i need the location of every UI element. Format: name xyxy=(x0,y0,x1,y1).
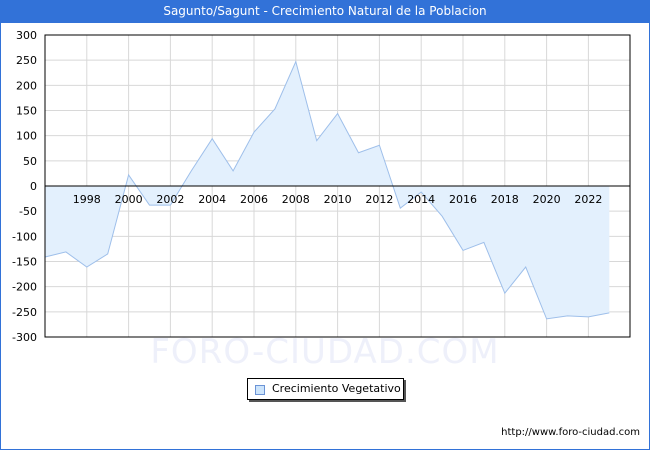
chart-title: Sagunto/Sagunt - Crecimiento Natural de … xyxy=(0,0,650,23)
x-tick-label: 2014 xyxy=(407,193,435,206)
y-tick-label: 50 xyxy=(23,155,37,168)
x-tick-label: 2000 xyxy=(115,193,143,206)
y-tick-label: 150 xyxy=(16,105,37,118)
x-tick-label: 2010 xyxy=(324,193,352,206)
legend-swatch-icon xyxy=(255,385,265,395)
x-tick-label: 2012 xyxy=(365,193,393,206)
x-tick-label: 2022 xyxy=(574,193,602,206)
area-series-crecimiento-vegetativo xyxy=(45,61,610,319)
x-tick-label: 2008 xyxy=(282,193,310,206)
x-tick-label: 2020 xyxy=(533,193,561,206)
y-tick-label: 200 xyxy=(16,79,37,92)
line-series-crecimiento-vegetativo xyxy=(44,60,610,320)
watermark: FORO-CIUDAD.COM xyxy=(150,332,500,372)
y-tick-label: 250 xyxy=(16,54,37,67)
x-tick-label: 2016 xyxy=(449,193,477,206)
x-tick-label: 2006 xyxy=(240,193,268,206)
y-tick-label: 100 xyxy=(16,130,37,143)
y-tick-label: 0 xyxy=(30,180,37,193)
y-axis-ticks: 300 250 200 150 100 50 0 -50 -100 -150 -200 -250 -30… xyxy=(12,29,37,344)
source-link[interactable]: http://www.foro-ciudad.com xyxy=(501,427,640,438)
x-tick-label: 2002 xyxy=(156,193,184,206)
y-tick-label: -50 xyxy=(19,205,37,218)
y-tick-label: -200 xyxy=(12,281,37,294)
x-tick-label: 1998 xyxy=(73,193,101,206)
legend: Crecimiento Vegetativo xyxy=(247,378,404,400)
y-tick-label: -150 xyxy=(12,256,37,269)
legend-label: Crecimiento Vegetativo xyxy=(272,382,401,395)
x-tick-label: 2018 xyxy=(491,193,519,206)
y-tick-label: -100 xyxy=(12,230,37,243)
y-tick-label: 300 xyxy=(16,29,37,42)
x-axis-ticks: 1998 2000 2002 2004 2006 2008 2010 2012 2014 2016… xyxy=(73,193,603,206)
y-tick-label: -250 xyxy=(12,306,37,319)
y-tick-label: -300 xyxy=(12,331,37,344)
x-tick-label: 2004 xyxy=(198,193,226,206)
